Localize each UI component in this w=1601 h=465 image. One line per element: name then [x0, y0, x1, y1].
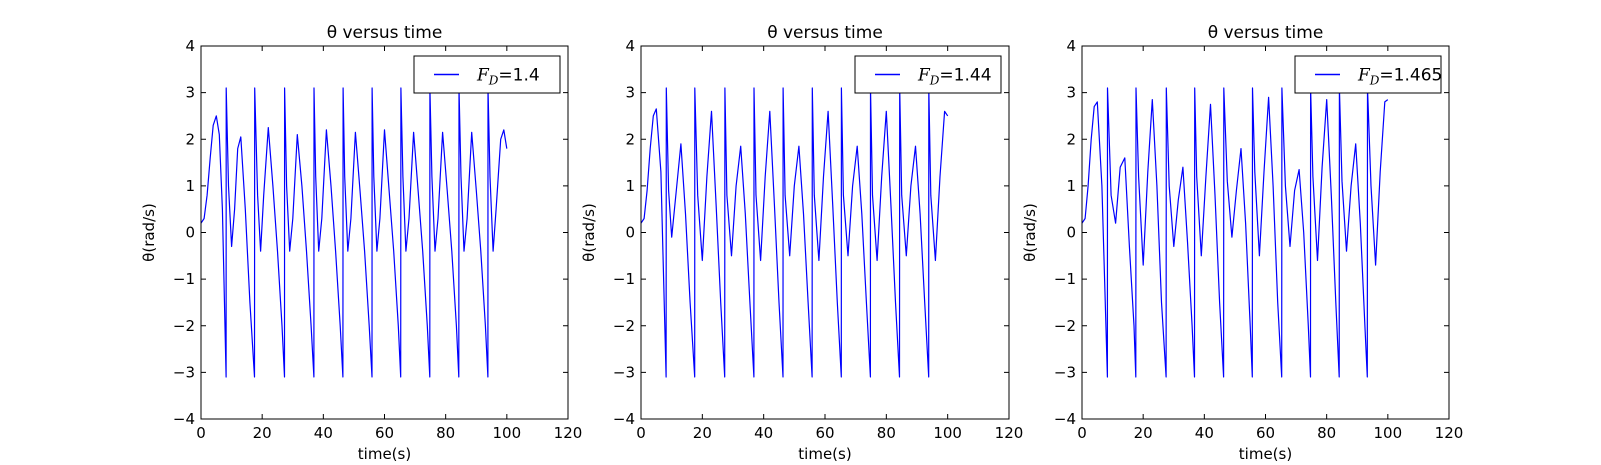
x-tick-label: 0 — [1077, 424, 1087, 442]
legend-label: FD=1.44 — [917, 66, 992, 88]
y-tick-label: 3 — [185, 84, 195, 102]
x-tick-label: 20 — [253, 424, 272, 442]
y-tick-label: 1 — [1066, 177, 1076, 195]
y-tick-label: −4 — [1054, 410, 1076, 428]
x-tick-label: 60 — [815, 424, 834, 442]
x-tick-label: 0 — [636, 424, 646, 442]
legend-value: =1.44 — [939, 66, 991, 86]
x-tick-label: 40 — [1195, 424, 1214, 442]
y-tick-label: 2 — [185, 130, 195, 148]
x-tick-label: 120 — [995, 424, 1024, 442]
x-tick-label: 100 — [1374, 424, 1403, 442]
chart-panel-2: 0 20 40 60 80 100 120 −4 −3 −2 −1 0 1 2 3 4 θ versus tim… — [580, 23, 1023, 463]
x-tick-label: 80 — [877, 424, 896, 442]
chart-title: θ versus time — [767, 23, 883, 43]
legend-var: F — [476, 66, 490, 86]
y-tick-label: −4 — [613, 410, 635, 428]
y-tick-label: 0 — [625, 224, 635, 242]
y-tick-label: 1 — [185, 177, 195, 195]
x-axis-label: time(s) — [798, 445, 851, 463]
x-tick-label: 80 — [1317, 424, 1336, 442]
y-tick-label: −1 — [173, 270, 195, 288]
y-tick-label: 4 — [625, 37, 635, 55]
plot-frame — [640, 45, 1010, 420]
chart-panel-3: 0 20 40 60 80 100 120 −4 −3 −2 −1 0 1 2 3 4 θ versus tim… — [1021, 23, 1463, 463]
x-tick-label: 0 — [196, 424, 206, 442]
plot-frame — [200, 45, 569, 420]
x-tick-label: 120 — [1435, 424, 1464, 442]
y-tick-label: −3 — [1054, 363, 1076, 381]
legend-var: F — [1357, 66, 1371, 86]
y-tick-label: −1 — [613, 270, 635, 288]
y-axis-label: θ(rad/s) — [580, 203, 598, 262]
y-tick-label: −2 — [1054, 317, 1076, 335]
legend-sub: D — [929, 74, 940, 88]
plot-frame — [1081, 45, 1450, 420]
x-tick-label: 60 — [1256, 424, 1275, 442]
y-tick-label: 2 — [1066, 130, 1076, 148]
y-tick-label: −3 — [613, 363, 635, 381]
y-tick-label: 4 — [1066, 37, 1076, 55]
x-tick-label: 60 — [375, 424, 394, 442]
x-tick-label: 100 — [493, 424, 522, 442]
x-axis-label: time(s) — [1239, 445, 1292, 463]
x-tick-label: 20 — [1134, 424, 1153, 442]
x-tick-label: 40 — [314, 424, 333, 442]
y-tick-label: −2 — [613, 317, 635, 335]
legend: FD=1.44 — [854, 55, 1002, 94]
y-axis-label: θ(rad/s) — [140, 203, 158, 262]
x-tick-label: 80 — [436, 424, 455, 442]
x-tick-label: 100 — [933, 424, 962, 442]
y-tick-label: 0 — [1066, 224, 1076, 242]
y-tick-label: −3 — [173, 363, 195, 381]
x-tick-label: 40 — [754, 424, 773, 442]
y-tick-label: 4 — [185, 37, 195, 55]
y-tick-label: 3 — [1066, 84, 1076, 102]
y-tick-label: 2 — [625, 130, 635, 148]
chart-panel-1: 0 20 40 60 80 100 120 −4 −3 −2 −1 0 1 2 3 4 θ versus tim… — [140, 23, 582, 463]
legend-sub: D — [1369, 74, 1380, 88]
y-axis-label: θ(rad/s) — [1021, 203, 1039, 262]
series-line-1 — [1081, 87, 1389, 378]
legend: FD=1.465 — [1294, 55, 1442, 94]
legend-sub: D — [488, 74, 499, 88]
legend-var: F — [917, 66, 931, 86]
y-tick-label: 0 — [185, 224, 195, 242]
chart-title: θ versus time — [1208, 23, 1324, 43]
y-tick-label: 1 — [625, 177, 635, 195]
series-line-1 — [200, 87, 508, 378]
y-tick-label: −2 — [173, 317, 195, 335]
legend-value: =1.465 — [1379, 66, 1442, 86]
series-line-1 — [640, 87, 949, 378]
legend-value: =1.4 — [498, 66, 539, 86]
legend: FD=1.4 — [413, 55, 561, 94]
y-tick-label: −1 — [1054, 270, 1076, 288]
x-tick-label: 20 — [693, 424, 712, 442]
x-tick-label: 120 — [554, 424, 583, 442]
y-tick-label: −4 — [173, 410, 195, 428]
y-tick-label: 3 — [625, 84, 635, 102]
legend-label: FD=1.465 — [1357, 66, 1442, 88]
chart-title: θ versus time — [327, 23, 443, 43]
x-axis-label: time(s) — [358, 445, 411, 463]
legend-label: FD=1.4 — [476, 66, 540, 88]
